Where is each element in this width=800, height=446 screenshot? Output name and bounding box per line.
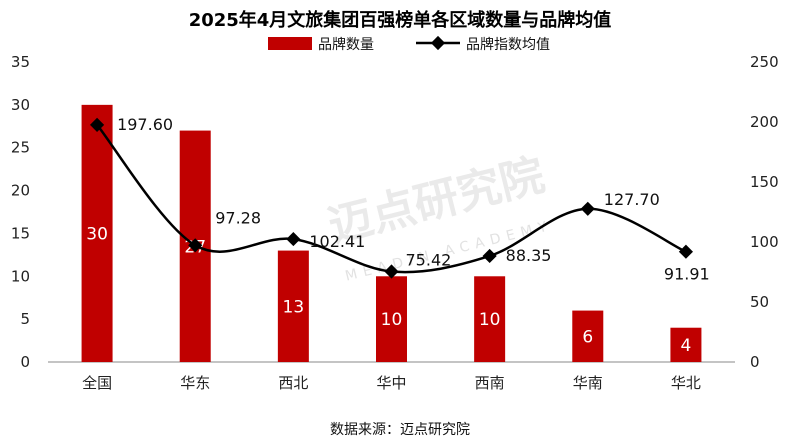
left-tick-label: 35 bbox=[11, 53, 30, 71]
line-point bbox=[678, 244, 693, 259]
right-tick-label: 100 bbox=[750, 233, 779, 251]
bar bbox=[670, 327, 702, 362]
line-point bbox=[188, 238, 203, 253]
line-point bbox=[286, 232, 301, 247]
line-value-label: 97.28 bbox=[215, 208, 261, 227]
line-series bbox=[90, 117, 693, 279]
bar bbox=[376, 276, 407, 362]
legend-line-marker bbox=[430, 35, 446, 51]
legend-line-label: 品牌指数均值 bbox=[466, 36, 550, 53]
line-value-label: 102.41 bbox=[309, 232, 365, 251]
left-axis: 0 5 10 15 20 25 30 35 bbox=[11, 53, 30, 371]
bar-value-label: 10 bbox=[381, 310, 403, 330]
right-tick-label: 50 bbox=[750, 293, 769, 311]
left-tick-label: 30 bbox=[11, 96, 30, 114]
line-point bbox=[384, 264, 399, 279]
bar-value-label: 6 bbox=[582, 327, 593, 347]
line-value-label: 197.60 bbox=[117, 115, 173, 134]
category-label: 西南 bbox=[475, 374, 505, 392]
right-tick-label: 0 bbox=[750, 353, 760, 371]
line-value-label: 88.35 bbox=[506, 246, 552, 265]
line-value-label: 91.91 bbox=[664, 265, 710, 284]
category-axis: 全国 华东 西北 华中 西南 华南 华北 bbox=[82, 374, 701, 392]
right-tick-label: 150 bbox=[750, 173, 779, 191]
left-tick-label: 15 bbox=[11, 224, 30, 242]
category-label: 华中 bbox=[376, 374, 406, 392]
category-label: 华东 bbox=[180, 374, 210, 392]
right-tick-label: 200 bbox=[750, 113, 779, 131]
category-label: 西北 bbox=[278, 374, 308, 392]
line-point bbox=[580, 201, 595, 216]
chart-title: 2025年4月文旅集团百强榜单各区域数量与品牌均值 bbox=[189, 9, 612, 31]
bar-value-label: 4 bbox=[681, 336, 692, 356]
bar-labels: 302713101064 bbox=[86, 224, 691, 355]
line-value-label: 127.70 bbox=[604, 190, 660, 209]
category-label: 全国 bbox=[82, 374, 112, 392]
bar bbox=[572, 310, 604, 362]
bar-value-label: 10 bbox=[479, 310, 501, 330]
category-label: 华南 bbox=[573, 374, 603, 392]
legend-bar-swatch bbox=[268, 37, 312, 50]
source-note: 数据来源：迈点研究院 bbox=[330, 422, 470, 438]
line-value-label: 75.42 bbox=[406, 250, 452, 269]
left-tick-label: 10 bbox=[11, 267, 30, 285]
category-label: 华北 bbox=[671, 374, 701, 392]
left-tick-label: 5 bbox=[20, 310, 30, 328]
right-tick-label: 250 bbox=[750, 53, 779, 71]
bar bbox=[277, 250, 309, 362]
left-tick-label: 20 bbox=[11, 182, 30, 200]
left-tick-label: 25 bbox=[11, 139, 30, 157]
right-axis: 0 50 100 150 200 250 bbox=[750, 53, 779, 371]
legend-bar-label: 品牌数量 bbox=[318, 36, 374, 53]
left-tick-label: 0 bbox=[20, 353, 30, 371]
line-labels: 197.60 97.28 102.41 75.42 88.35 127.70 91.91 bbox=[117, 115, 710, 284]
line-point bbox=[482, 248, 497, 264]
bar bbox=[474, 276, 506, 362]
bar-value-label: 13 bbox=[283, 297, 305, 317]
bar-value-label: 30 bbox=[86, 224, 108, 244]
legend: 品牌数量 品牌指数均值 bbox=[268, 35, 550, 53]
bar bbox=[81, 104, 113, 362]
